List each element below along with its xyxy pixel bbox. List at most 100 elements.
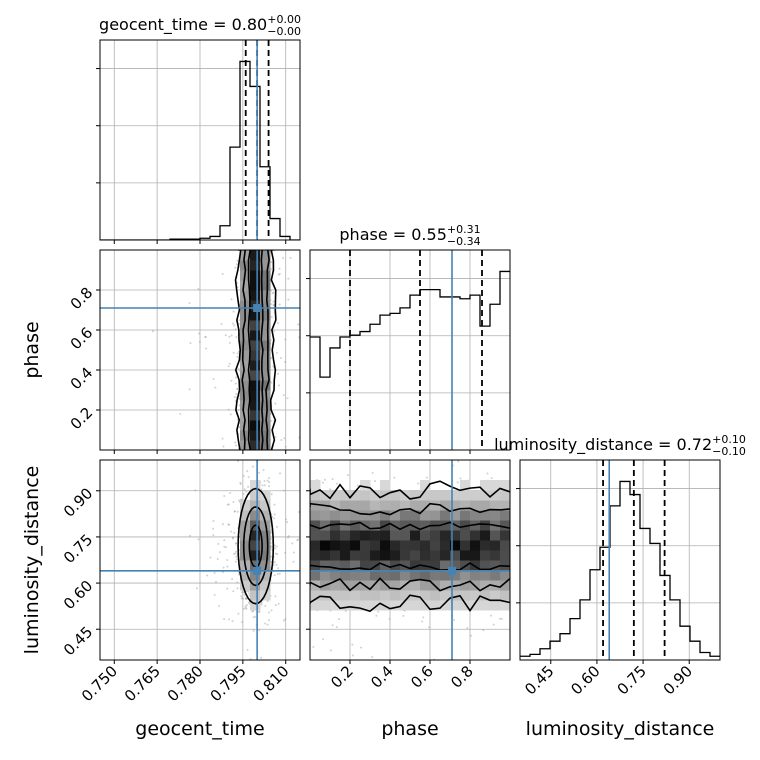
sample-point: [270, 493, 273, 496]
sample-point: [271, 516, 274, 519]
density-cell: [330, 490, 341, 501]
density-cell: [310, 500, 321, 511]
density-cell: [470, 530, 481, 541]
density-cell: [260, 550, 271, 561]
density-cell: [250, 310, 261, 321]
density-cell: [340, 510, 351, 521]
density-cell: [440, 490, 451, 501]
sample-point: [238, 397, 241, 400]
density-cell: [400, 560, 411, 571]
sample-point: [297, 323, 300, 326]
density-cell: [420, 580, 431, 591]
density-cell: [480, 600, 491, 611]
sample-point: [197, 538, 200, 541]
x-tick-label: 0.750: [78, 662, 121, 705]
sample-point: [267, 611, 270, 614]
x-tick-label: 0.90: [660, 662, 696, 698]
sample-point: [278, 384, 281, 387]
density-cell: [260, 510, 271, 521]
density-cell: [410, 520, 421, 531]
sample-point: [246, 470, 249, 473]
density-cell: [380, 590, 391, 601]
contour-line: [310, 502, 510, 592]
sample-point: [263, 480, 266, 483]
density-cell: [450, 570, 461, 581]
density-cell: [260, 360, 271, 371]
density-cell: [470, 600, 481, 611]
density-cell: [250, 330, 261, 341]
scatter-panel-phase-luminosity_distance: [306, 454, 511, 664]
density-cell: [430, 490, 441, 501]
title-main: phase = 0.55: [339, 225, 446, 244]
density-cell: [340, 490, 351, 501]
sample-point: [236, 558, 239, 561]
density-cell: [310, 520, 321, 531]
density-cell: [320, 590, 331, 601]
density-cell: [240, 330, 251, 341]
sample-point: [313, 296, 315, 298]
density-cell: [460, 510, 471, 521]
y-tick-label: 0.60: [60, 577, 96, 613]
density-cell: [350, 600, 361, 611]
density-cell: [460, 550, 471, 561]
y-axis-label-phase: phase: [21, 321, 43, 378]
sample-point: [240, 597, 243, 600]
density-cell: [470, 560, 481, 571]
x-tick-label: 0.780: [164, 662, 207, 705]
density-cell: [260, 300, 271, 311]
x-tick-label: 0.75: [614, 662, 650, 698]
sample-point: [402, 614, 405, 617]
sample-point: [258, 471, 261, 474]
sample-point: [273, 503, 276, 506]
density-cell: [500, 540, 510, 551]
density-cell: [330, 560, 341, 571]
sample-point: [273, 544, 276, 547]
y-tick-label: 0.45: [60, 623, 96, 659]
density-cell: [440, 570, 451, 581]
density-cell: [390, 530, 401, 541]
sample-point: [457, 460, 460, 463]
density-cell: [480, 530, 491, 541]
density-cell: [460, 570, 471, 581]
density-cell: [390, 580, 401, 591]
density-cell: [500, 550, 510, 561]
density-cell: [340, 570, 351, 581]
sample-point: [237, 408, 240, 411]
density-cell: [250, 570, 261, 581]
x-tick-label: 0.60: [567, 662, 603, 698]
density-cell: [260, 430, 271, 441]
density-cell: [490, 570, 501, 581]
density-cell: [420, 550, 431, 561]
sample-point: [224, 334, 227, 337]
density-cell: [480, 500, 491, 511]
density-cell: [490, 510, 501, 521]
panel-frame: [309, 459, 511, 661]
x-axis-label-phase: phase: [381, 718, 438, 740]
sample-point: [305, 518, 307, 520]
sample-point: [223, 539, 226, 542]
density-cell: [460, 500, 471, 511]
x-tick-label: 0.795: [207, 662, 250, 705]
sample-point: [276, 322, 279, 325]
hist-title-geocent_time: geocent_time = 0.80+0.00 −0.00: [99, 13, 301, 38]
density-cell: [380, 500, 391, 511]
x-tick-label: 0.8: [447, 662, 477, 692]
density-cell: [250, 340, 261, 351]
density-cell: [240, 550, 251, 561]
sample-point: [230, 379, 233, 382]
density-cell: [460, 520, 471, 531]
density-cell: [250, 320, 261, 331]
density-cell: [330, 540, 341, 551]
density-cell: [420, 540, 431, 551]
sample-point: [189, 534, 192, 537]
density-cell: [240, 580, 251, 591]
sample-point: [267, 619, 270, 622]
sample-point: [188, 301, 191, 304]
sample-point: [283, 489, 286, 492]
sample-point: [332, 454, 334, 456]
density-cell: [340, 530, 351, 541]
sample-point: [287, 298, 290, 301]
sample-point: [206, 574, 209, 577]
density-cell: [320, 520, 331, 531]
